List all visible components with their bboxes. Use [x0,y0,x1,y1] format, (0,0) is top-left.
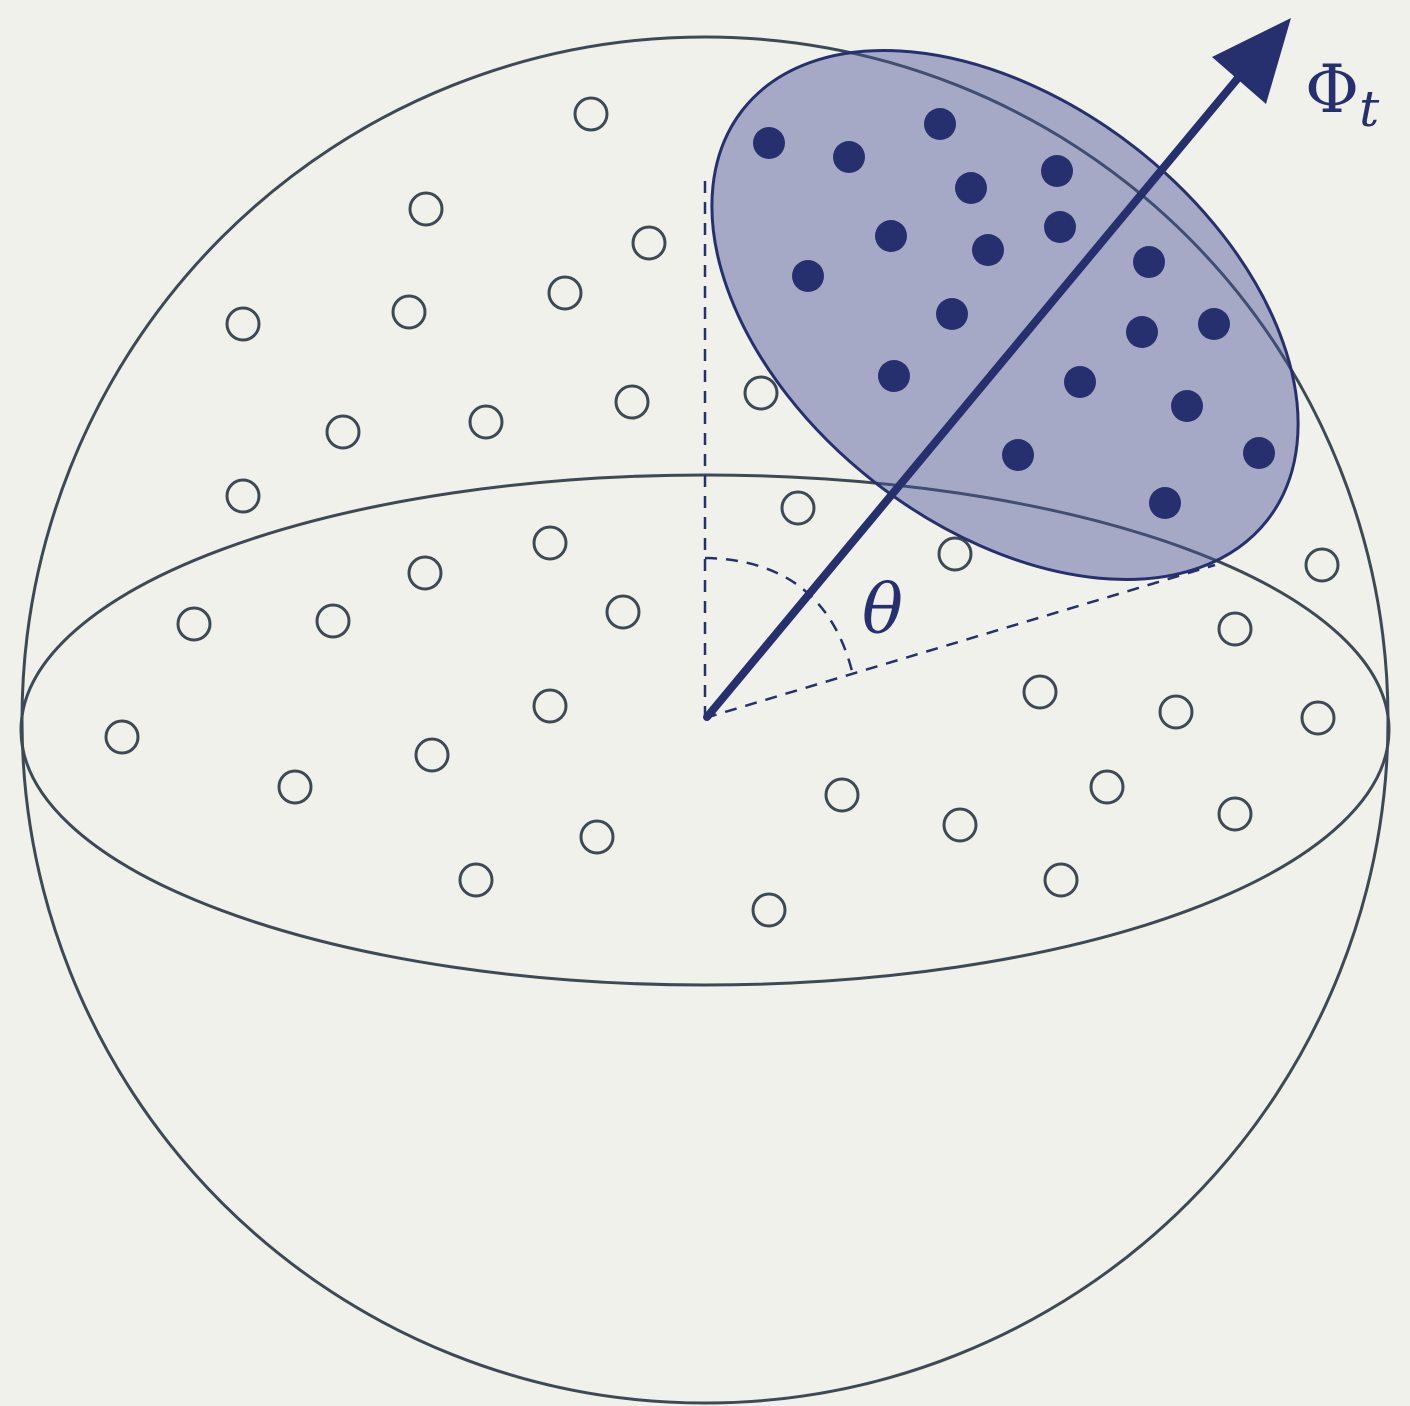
sample-point-open [743,375,779,411]
sample-point-open [824,777,860,813]
sample-point-open [751,892,787,928]
sample-point-open [942,807,978,843]
sample-point-filled [833,141,865,173]
sample-point-open [104,719,140,755]
sample-point-open [414,737,450,773]
sample-point-open [1043,862,1079,898]
sample-point-filled [1044,211,1076,243]
sample-point-open [573,96,609,132]
sample-point-filled [1041,155,1073,187]
sample-point-filled [878,360,910,392]
sample-point-filled [924,108,956,140]
sample-point-open [225,306,261,342]
sample-point-filled [1198,308,1230,340]
sample-point-open [1304,547,1340,583]
sample-point-open [391,294,427,330]
sample-point-open [614,384,650,420]
sample-point-filled [955,172,987,204]
sample-point-open [1158,694,1194,730]
sample-point-filled [792,260,824,292]
axis-arrow-shaft [703,62,1252,721]
sample-point-filled [1064,366,1096,398]
cap-sample-points [753,108,1275,519]
axis-label: Φt [1305,51,1380,138]
sample-point-filled [1171,390,1203,422]
angle-arc [704,556,855,676]
axis-arrowhead [1212,18,1291,104]
sample-point-open [176,606,212,642]
sample-point-open [1089,769,1125,805]
sample-point-open [225,478,261,514]
sample-point-open [1022,674,1058,710]
sample-point-open [458,862,494,898]
sample-point-filled [1243,437,1275,469]
sample-point-filled [972,234,1004,266]
sample-point-open [325,414,361,450]
sample-point-open [315,603,351,639]
sample-point-open [1217,796,1253,832]
sample-point-open [1300,700,1336,736]
angle-label: θ [862,571,903,650]
spherical-cap [710,49,1300,581]
sample-point-open [532,525,568,561]
sample-point-open [532,688,568,724]
sample-point-filled [875,220,907,252]
sample-point-filled [1149,487,1181,519]
sample-point-filled [1133,246,1165,278]
sample-point-filled [936,298,968,330]
sample-point-filled [1126,316,1158,348]
sample-point-open [468,404,504,440]
sample-point-open [631,225,667,261]
cap-edge-dashed-line [704,563,1216,720]
sample-point-open [579,819,615,855]
sample-point-open [407,555,443,591]
sample-point-open [547,275,583,311]
sample-point-filled [1002,439,1034,471]
sample-point-open [605,594,641,630]
sample-point-open [1217,611,1253,647]
sample-point-open [408,191,444,227]
sample-point-open [780,490,816,526]
sample-point-filled [753,127,785,159]
sphere-sample-points [104,96,1340,928]
sample-point-open [277,769,313,805]
sample-point-open [937,536,973,572]
